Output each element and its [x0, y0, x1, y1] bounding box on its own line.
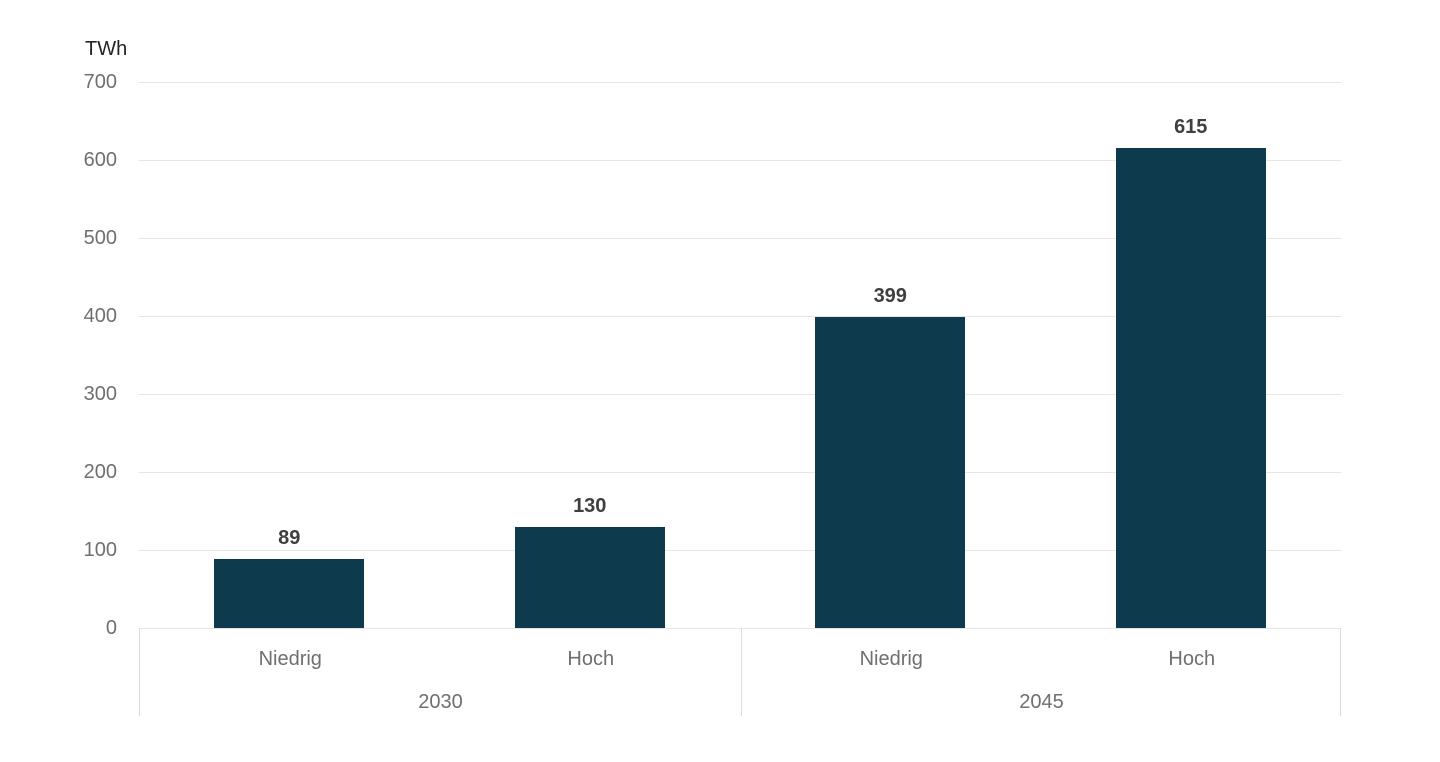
category-label: Hoch — [567, 648, 615, 670]
gridline — [139, 237, 1341, 239]
bar-2030-Hoch — [514, 526, 665, 628]
gridline — [139, 471, 1341, 473]
y-tick-label: 0 — [105, 617, 117, 639]
category-label: Niedrig — [258, 648, 322, 670]
bar-2045-Niedrig — [815, 316, 966, 628]
gridline — [139, 549, 1341, 551]
y-tick-label: 600 — [83, 149, 117, 171]
gridline — [139, 627, 1341, 629]
plot-area: 89 130 399 615 — [139, 81, 1341, 629]
bar-2030-Niedrig — [214, 558, 365, 628]
bar-value-label: 130 — [573, 494, 607, 517]
bar-value-label: 399 — [873, 284, 907, 307]
category-label: Niedrig — [859, 648, 923, 670]
gridline — [139, 393, 1341, 395]
category-label: Hoch — [1168, 648, 1216, 670]
group-label: 2045 — [1019, 691, 1064, 713]
bar-value-label: 89 — [278, 526, 301, 549]
gridline — [139, 159, 1341, 161]
gridline — [139, 315, 1341, 317]
x-axis-band: Niedrig Hoch 2030 Niedrig Hoch 2045 — [139, 628, 1341, 716]
y-tick-label: 700 — [83, 71, 117, 93]
y-tick-label: 100 — [83, 539, 117, 561]
bar-2045-Hoch — [1115, 148, 1266, 628]
gridline — [139, 81, 1341, 83]
y-tick-label: 500 — [83, 227, 117, 249]
group-label: 2030 — [418, 691, 463, 713]
y-tick-label: 200 — [83, 461, 117, 483]
bar-value-label: 615 — [1174, 116, 1208, 139]
y-tick-label: 300 — [83, 383, 117, 405]
y-tick-label: 400 — [83, 305, 117, 327]
group-divider — [741, 628, 742, 716]
y-axis-unit-label: TWh — [85, 38, 128, 60]
